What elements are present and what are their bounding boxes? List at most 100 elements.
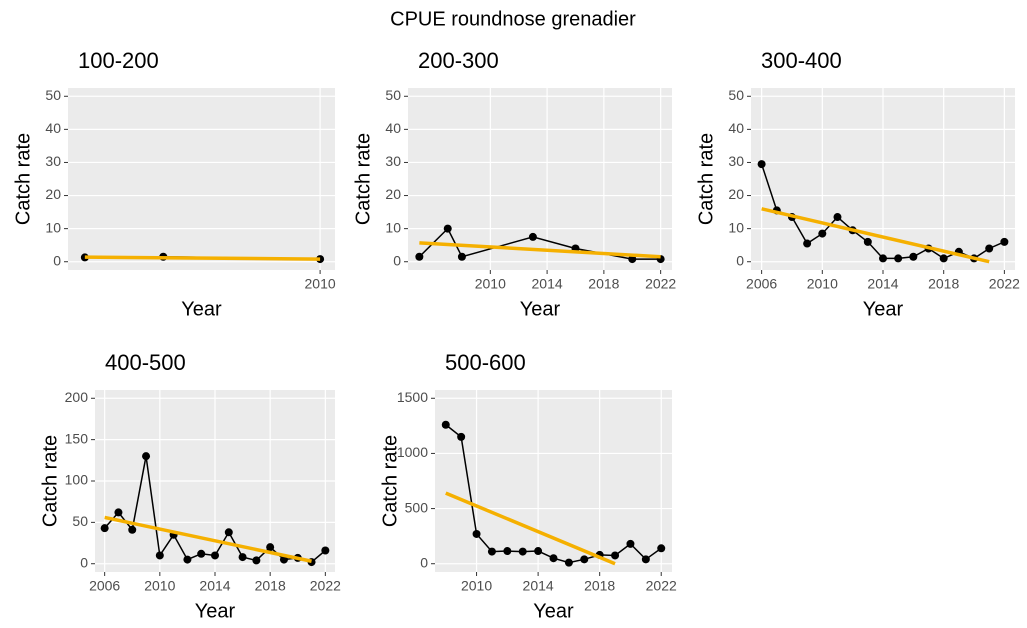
data-point — [457, 252, 466, 261]
data-point — [252, 556, 261, 565]
data-point — [415, 252, 424, 261]
trend-line — [761, 207, 990, 264]
y-tick-label: 50 — [45, 87, 61, 103]
y-tick-label: 40 — [728, 120, 744, 136]
x-axis-title: Year — [863, 298, 904, 320]
data-point — [985, 244, 994, 253]
plot-background — [435, 390, 672, 572]
y-tick-label: 20 — [45, 186, 61, 202]
x-tick-label: 2006 — [89, 578, 120, 594]
x-tick-label: 2018 — [928, 276, 959, 292]
data-point — [197, 549, 206, 558]
data-point — [818, 229, 827, 238]
data-point — [611, 551, 620, 560]
x-tick-label: 2014 — [532, 276, 563, 292]
y-tick-label: 50 — [385, 87, 401, 103]
data-point — [909, 252, 918, 261]
data-point — [939, 254, 948, 263]
data-point — [457, 432, 466, 441]
y-tick-label: 10 — [728, 219, 744, 235]
y-axis-title: Catch rate — [379, 435, 401, 527]
data-point — [155, 551, 164, 560]
panel-title: 300-400 — [761, 48, 842, 73]
x-tick-label: 2014 — [199, 578, 230, 594]
y-tick-label: 1500 — [397, 389, 428, 405]
data-point — [487, 547, 496, 556]
trend-line — [104, 515, 312, 563]
y-tick-label: 10 — [385, 219, 401, 235]
y-tick-label: 500 — [405, 499, 429, 515]
y-tick-label: 0 — [393, 252, 401, 268]
figure-title: CPUE roundnose grenadier — [390, 8, 636, 30]
data-point — [183, 555, 192, 564]
data-point — [641, 555, 650, 564]
data-point — [757, 160, 766, 169]
y-tick-label: 30 — [385, 153, 401, 169]
data-point — [833, 213, 842, 222]
panel-title: 500-600 — [445, 350, 526, 375]
plot-background — [408, 88, 672, 270]
y-tick-label: 50 — [728, 87, 744, 103]
y-tick-label: 0 — [80, 554, 88, 570]
data-point — [114, 508, 123, 517]
trend-line — [84, 255, 321, 261]
y-tick-label: 100 — [65, 472, 89, 488]
x-axis-title: Year — [533, 600, 574, 622]
x-tick-label: 2018 — [584, 578, 615, 594]
y-tick-label: 10 — [45, 219, 61, 235]
x-tick-label: 2010 — [807, 276, 838, 292]
data-point — [503, 547, 512, 556]
data-point — [238, 553, 247, 562]
y-axis-title: Catch rate — [352, 133, 374, 225]
data-point — [879, 254, 887, 263]
y-tick-label: 200 — [65, 389, 89, 405]
y-tick-label: 20 — [385, 186, 401, 202]
plot-background — [68, 88, 335, 270]
x-axis-title: Year — [181, 298, 222, 320]
data-point — [441, 420, 450, 429]
y-tick-label: 30 — [45, 153, 61, 169]
data-point — [894, 254, 903, 263]
y-tick-label: 0 — [53, 252, 61, 268]
x-tick-label: 2022 — [310, 578, 341, 594]
data-point — [321, 546, 330, 555]
x-tick-label: 2014 — [523, 578, 554, 594]
x-axis-title: Year — [195, 600, 236, 622]
data-point — [580, 555, 589, 564]
data-point — [224, 528, 233, 537]
y-tick-label: 20 — [728, 186, 744, 202]
y-tick-label: 0 — [420, 554, 428, 570]
trend-line — [445, 491, 616, 566]
x-tick-label: 2018 — [588, 276, 619, 292]
x-tick-label: 2010 — [461, 578, 492, 594]
x-tick-label: 2022 — [645, 276, 676, 292]
y-axis-title: Catch rate — [39, 435, 61, 527]
data-point — [534, 547, 543, 556]
data-point — [266, 543, 275, 552]
x-tick-label: 2010 — [144, 578, 175, 594]
data-point — [528, 232, 537, 241]
data-point — [1000, 237, 1009, 246]
data-point — [128, 525, 137, 534]
x-axis-title: Year — [520, 298, 561, 320]
data-point — [518, 547, 527, 556]
data-point — [803, 239, 812, 248]
y-tick-label: 0 — [736, 252, 744, 268]
x-tick-label: 2018 — [255, 578, 286, 594]
data-point — [549, 554, 558, 563]
data-point — [628, 255, 637, 264]
y-tick-label: 150 — [65, 430, 89, 446]
y-tick-label: 40 — [45, 120, 61, 136]
data-point — [863, 237, 872, 246]
data-point — [657, 544, 666, 553]
y-axis-title: Catch rate — [695, 133, 717, 225]
y-tick-label: 50 — [72, 513, 88, 529]
y-tick-label: 40 — [385, 120, 401, 136]
data-point — [211, 551, 219, 560]
data-point — [626, 539, 635, 548]
x-tick-label: 2022 — [989, 276, 1020, 292]
data-point — [564, 558, 573, 567]
x-tick-label: 2006 — [746, 276, 777, 292]
